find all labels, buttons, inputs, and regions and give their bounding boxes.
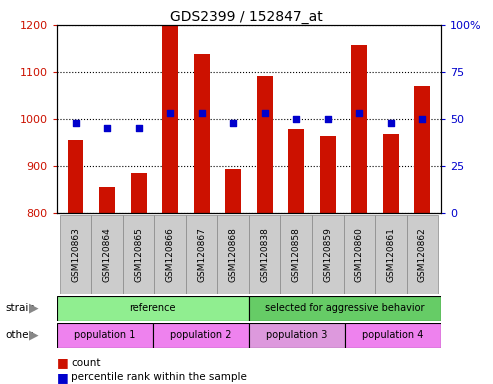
Point [135, 125, 142, 131]
Text: ▶: ▶ [29, 329, 38, 342]
Bar [131, 173, 146, 213]
FancyBboxPatch shape [249, 323, 345, 348]
Text: selected for aggressive behavior: selected for aggressive behavior [265, 303, 425, 313]
Text: GSM120865: GSM120865 [134, 227, 143, 282]
Text: population 1: population 1 [74, 330, 136, 340]
FancyBboxPatch shape [345, 323, 441, 348]
FancyBboxPatch shape [60, 215, 91, 294]
Text: GSM120866: GSM120866 [166, 227, 175, 282]
Text: GSM120858: GSM120858 [292, 227, 301, 282]
Point [229, 120, 237, 126]
FancyBboxPatch shape [57, 323, 153, 348]
Text: reference: reference [130, 303, 176, 313]
Bar [194, 54, 210, 213]
Bar [257, 76, 273, 213]
FancyBboxPatch shape [217, 215, 249, 294]
FancyBboxPatch shape [375, 215, 407, 294]
Point [71, 120, 79, 126]
Text: GSM120868: GSM120868 [229, 227, 238, 282]
FancyBboxPatch shape [91, 215, 123, 294]
Bar [415, 86, 430, 213]
Bar [99, 187, 115, 213]
Bar [162, 26, 178, 213]
Bar [352, 45, 367, 213]
Point [355, 110, 363, 116]
Text: ■: ■ [57, 371, 69, 384]
Text: GSM120860: GSM120860 [355, 227, 364, 282]
Text: GDS2399 / 152847_at: GDS2399 / 152847_at [170, 10, 323, 23]
FancyBboxPatch shape [123, 215, 154, 294]
FancyBboxPatch shape [407, 215, 438, 294]
Text: GSM120862: GSM120862 [418, 227, 427, 282]
Bar [320, 136, 336, 213]
Point [198, 110, 206, 116]
Text: ■: ■ [57, 356, 69, 369]
Text: GSM120867: GSM120867 [197, 227, 206, 282]
Point [419, 116, 426, 122]
Text: GSM120838: GSM120838 [260, 227, 269, 282]
FancyBboxPatch shape [344, 215, 375, 294]
FancyBboxPatch shape [249, 296, 441, 321]
Point [292, 116, 300, 122]
Point [324, 116, 332, 122]
Text: GSM120859: GSM120859 [323, 227, 332, 282]
FancyBboxPatch shape [154, 215, 186, 294]
Text: count: count [71, 358, 101, 368]
Bar [225, 169, 241, 213]
Text: population 2: population 2 [170, 330, 232, 340]
FancyBboxPatch shape [186, 215, 217, 294]
Point [166, 110, 174, 116]
FancyBboxPatch shape [281, 215, 312, 294]
Text: ▶: ▶ [29, 302, 38, 315]
Text: GSM120864: GSM120864 [103, 227, 111, 282]
FancyBboxPatch shape [153, 323, 249, 348]
Text: percentile rank within the sample: percentile rank within the sample [71, 372, 247, 382]
Text: population 4: population 4 [362, 330, 424, 340]
Text: population 3: population 3 [266, 330, 328, 340]
Bar [288, 129, 304, 213]
FancyBboxPatch shape [57, 296, 249, 321]
Text: strain: strain [5, 303, 35, 313]
Text: GSM120861: GSM120861 [387, 227, 395, 282]
FancyBboxPatch shape [249, 215, 281, 294]
FancyBboxPatch shape [312, 215, 344, 294]
Bar [383, 134, 399, 213]
Point [387, 120, 395, 126]
Bar [68, 140, 83, 213]
Text: GSM120863: GSM120863 [71, 227, 80, 282]
Point [103, 125, 111, 131]
Point [261, 110, 269, 116]
Text: other: other [5, 330, 33, 340]
